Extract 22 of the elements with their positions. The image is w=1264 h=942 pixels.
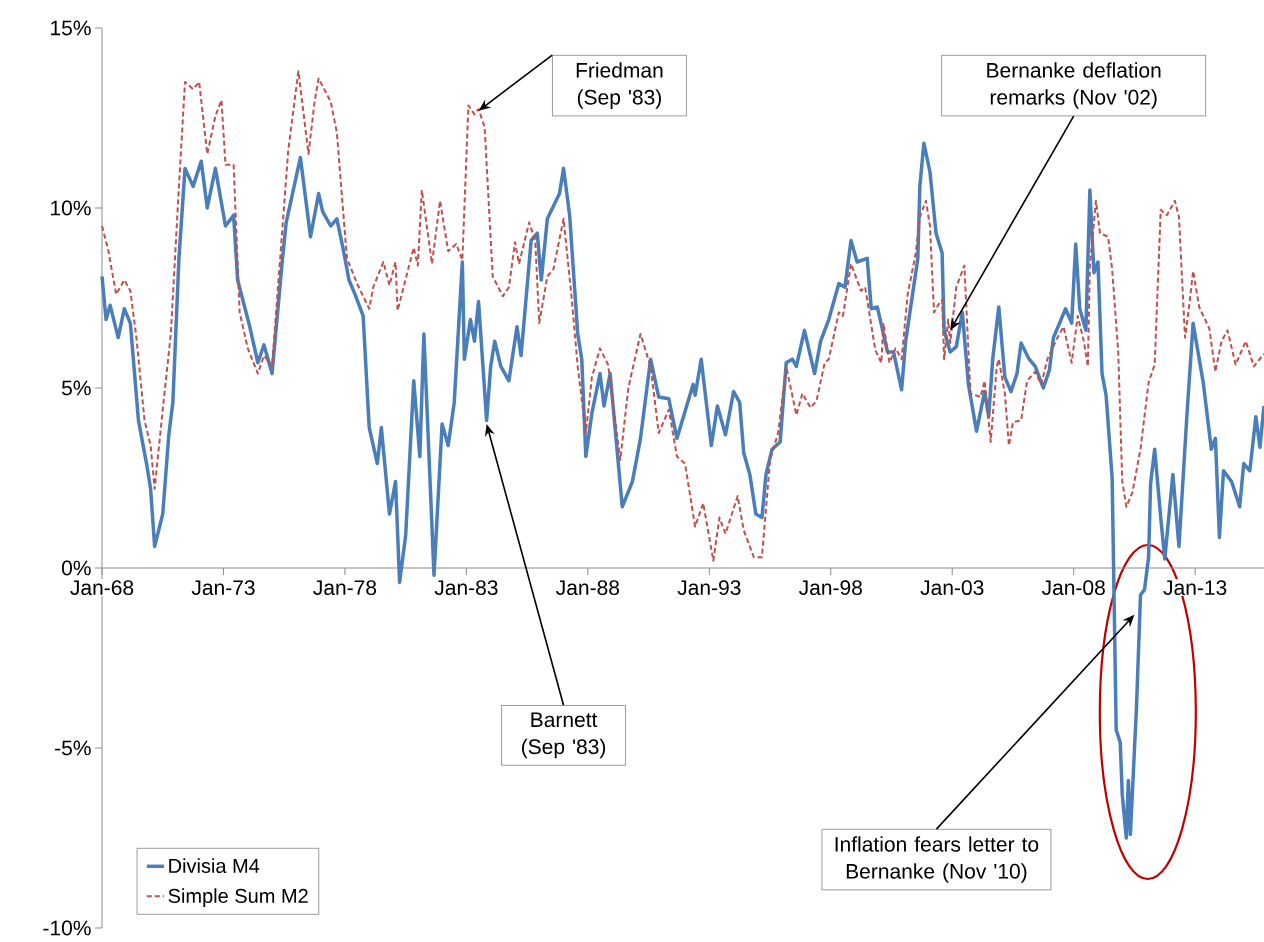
y-tick-label: -5% [55,740,91,756]
y-tick-label: 5% [61,380,91,396]
y-tick-label: 0% [61,560,91,576]
legend-label: Divisia M4 [169,858,260,873]
annotation: Barnett (Sep '83) [522,712,606,759]
x-tick-label: Jan-88 [556,580,620,596]
annotation: Inflation fears letter to Bernanke (Nov '10) [835,836,1039,883]
x-tick-label: Jan-68 [70,580,134,596]
legend-label: Simple Sum M2 [168,888,308,907]
x-tick-label: Jan-08 [1041,580,1105,596]
annotation: Bernanke deflation remarks (Nov '02) [987,62,1161,109]
x-tick-label: Jan-93 [677,580,741,596]
x-tick-label: Jan-03 [920,580,984,596]
x-tick-label: Jan-78 [313,580,377,596]
x-tick-label: Jan-98 [798,580,862,596]
y-tick-label: 10% [51,200,91,216]
x-tick-label: Jan-13 [1163,580,1227,596]
annotation: Friedman (Sep '83) [576,62,663,109]
x-tick-label: Jan-83 [434,580,498,596]
y-tick-label: 15% [51,20,91,36]
y-tick-label: -10% [43,920,91,936]
x-tick-label: Jan-73 [191,580,255,596]
